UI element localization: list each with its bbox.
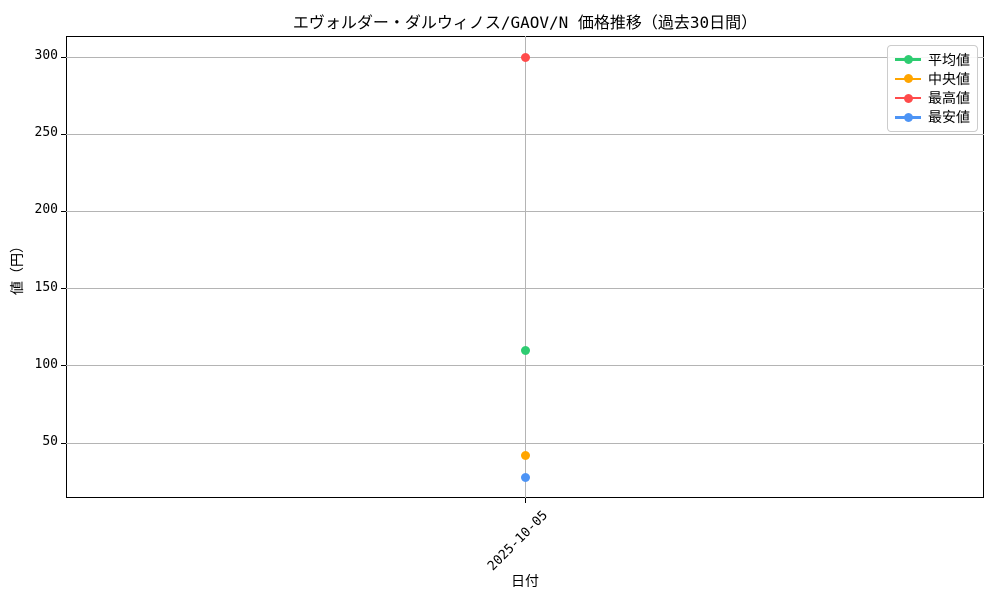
data-point-mean bbox=[520, 345, 530, 355]
chart-title: エヴォルダー・ダルウィノス/GAOV/N 価格推移（過去30日間） bbox=[292, 13, 758, 32]
legend-dot-icon bbox=[903, 112, 913, 122]
legend-item-median: 中央値 bbox=[895, 69, 970, 88]
y-tick-label: 150 bbox=[34, 279, 58, 295]
x-tick-label: 2025-10-05 bbox=[485, 508, 551, 574]
legend-label: 中央値 bbox=[928, 71, 970, 88]
legend-marker-icon bbox=[895, 112, 921, 122]
legend-marker-icon bbox=[895, 74, 921, 84]
y-tick-label: 300 bbox=[34, 48, 58, 63]
y-tick-mark bbox=[61, 365, 66, 367]
legend-item-min: 最安値 bbox=[895, 108, 970, 127]
legend-item-mean: 平均値 bbox=[895, 50, 970, 69]
legend-marker-icon bbox=[895, 93, 921, 103]
y-tick-mark bbox=[61, 288, 66, 290]
legend-dot-icon bbox=[903, 74, 913, 84]
x-tick-mark bbox=[524, 498, 526, 503]
legend-label: 最高値 bbox=[928, 91, 970, 108]
x-axis-label: 日付 bbox=[511, 574, 539, 590]
legend-label: 平均値 bbox=[928, 52, 970, 69]
y-tick-label: 50 bbox=[42, 434, 58, 450]
legend: 平均値中央値最高値最安値 bbox=[887, 45, 978, 132]
y-tick-mark bbox=[61, 210, 66, 212]
y-tick-mark bbox=[61, 442, 66, 444]
y-tick-label: 250 bbox=[34, 125, 58, 141]
y-tick-label: 100 bbox=[34, 356, 58, 372]
legend-dot-icon bbox=[903, 93, 913, 103]
y-tick-mark bbox=[61, 133, 66, 135]
legend-item-max: 最高値 bbox=[895, 89, 970, 108]
data-point-min bbox=[520, 472, 530, 482]
data-point-max bbox=[520, 52, 530, 62]
legend-label: 最安値 bbox=[928, 110, 970, 127]
data-point-median bbox=[520, 450, 530, 460]
y-tick-mark bbox=[61, 56, 66, 58]
gridline-vertical bbox=[524, 36, 526, 498]
legend-dot-icon bbox=[903, 55, 913, 65]
y-tick-label: 200 bbox=[34, 202, 58, 218]
legend-marker-icon bbox=[895, 55, 921, 65]
